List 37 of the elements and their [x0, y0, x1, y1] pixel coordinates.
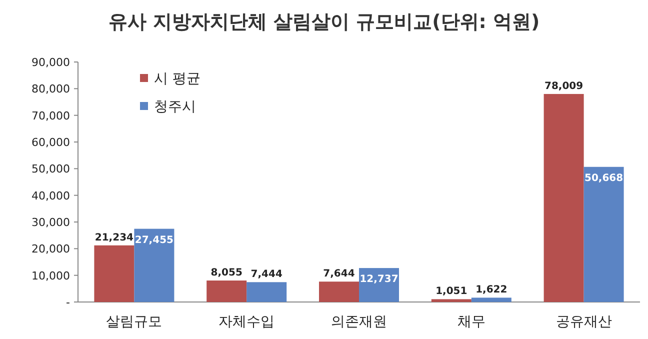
data-label: 50,668 [584, 172, 624, 184]
y-tick-label: 50,000 [32, 162, 70, 176]
x-tick-label: 살림규모 [106, 314, 162, 330]
bar [584, 166, 624, 302]
bar [431, 299, 472, 302]
x-tick-label: 공유재산 [556, 314, 612, 330]
y-tick-label: - [66, 296, 70, 309]
bar [246, 282, 287, 302]
data-label: 21,234 [94, 232, 134, 244]
data-label: 8,055 [210, 268, 242, 279]
x-tick-label: 자체수입 [218, 314, 275, 330]
data-label: 78,009 [544, 80, 584, 92]
bar [471, 298, 512, 302]
y-tick-label: 30,000 [32, 216, 70, 229]
y-tick-label: 20,000 [32, 242, 70, 256]
y-tick-label: 10,000 [32, 269, 70, 282]
chart-title: 유사 지방자치단체 살림살이 규모비교(단위: 억원) [108, 11, 540, 33]
legend-label: 시 평균 [154, 71, 200, 87]
x-tick-label: 채무 [457, 314, 486, 330]
legend-label: 청주시 [154, 99, 196, 115]
y-tick-label: 40,000 [32, 189, 70, 202]
bar [319, 282, 359, 302]
x-tick-label: 의존재원 [331, 314, 387, 330]
data-label: 7,444 [250, 269, 282, 280]
bar [206, 280, 247, 302]
y-tick-label: 60,000 [32, 136, 70, 149]
data-label: 27,455 [134, 234, 174, 246]
bar [134, 228, 174, 302]
y-tick-label: 90,000 [32, 56, 70, 69]
data-label: 12,737 [360, 274, 398, 286]
data-label: 1,622 [476, 284, 508, 296]
data-label: 7,644 [323, 268, 355, 280]
bar [544, 94, 584, 302]
y-tick-label: 80,000 [32, 82, 70, 96]
data-label: 1,051 [436, 286, 468, 298]
y-tick-label: 70,000 [32, 109, 70, 122]
bar [94, 245, 134, 302]
